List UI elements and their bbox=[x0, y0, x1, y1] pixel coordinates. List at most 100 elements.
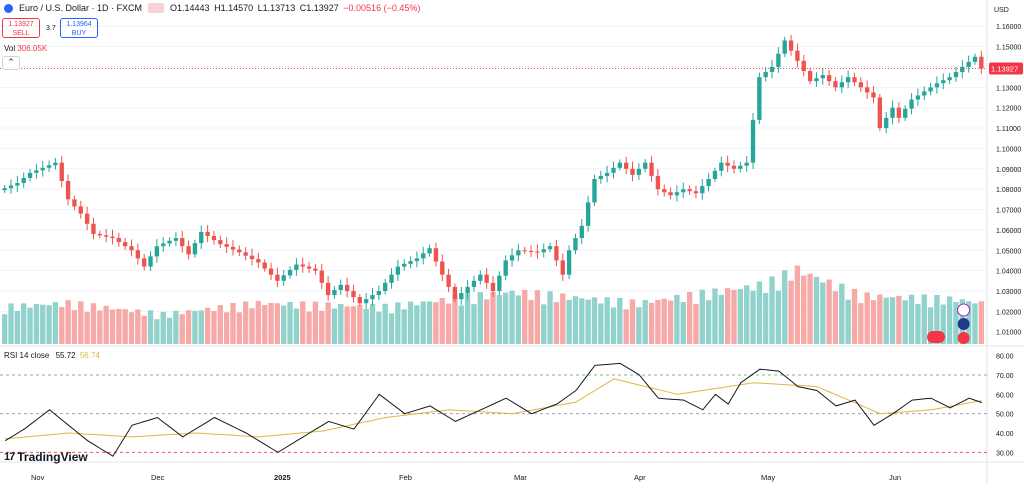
close-value: C1.13927 bbox=[299, 3, 339, 13]
open-value: O1.14443 bbox=[170, 3, 210, 13]
candle-body bbox=[91, 223, 96, 234]
economic-event-flag-icon[interactable] bbox=[927, 331, 945, 343]
volume-bar bbox=[560, 293, 566, 344]
volume-bar bbox=[598, 303, 604, 344]
volume-bar bbox=[312, 301, 319, 344]
price-tick-label: 1.15000 bbox=[996, 45, 1021, 52]
candle-body bbox=[681, 189, 686, 193]
volume-bar bbox=[331, 308, 338, 344]
volume-bar bbox=[236, 312, 242, 344]
candle-body bbox=[845, 77, 851, 83]
candle-body bbox=[979, 56, 984, 69]
volume-bar bbox=[769, 276, 775, 344]
volume-bar bbox=[414, 305, 420, 344]
candle-body bbox=[865, 87, 870, 93]
price-tick-label: 1.03000 bbox=[996, 289, 1021, 296]
volume-bar bbox=[883, 297, 889, 344]
candle-body bbox=[655, 175, 661, 190]
candle-body bbox=[129, 246, 134, 251]
volume-bar bbox=[192, 310, 198, 344]
volume-bar bbox=[116, 308, 122, 344]
candle-body bbox=[839, 82, 844, 88]
flag-event-icon bbox=[957, 332, 970, 344]
volume-bar bbox=[325, 302, 331, 344]
volume-bar bbox=[198, 310, 204, 344]
volume-bar bbox=[775, 290, 782, 344]
volume-bar bbox=[439, 298, 445, 344]
price-tick-label: 1.06000 bbox=[996, 228, 1021, 235]
candle-body bbox=[960, 66, 965, 73]
volume-bar bbox=[179, 314, 185, 344]
candle-body bbox=[199, 231, 204, 244]
sell-button[interactable]: 1.13927 SELL bbox=[2, 18, 40, 38]
candle-body bbox=[884, 117, 889, 129]
candle-body bbox=[15, 183, 20, 186]
volume-bar bbox=[553, 302, 560, 344]
volume-bar bbox=[401, 309, 407, 344]
volume-bar bbox=[801, 275, 807, 344]
candle-body bbox=[440, 261, 445, 275]
volume-bar bbox=[122, 309, 128, 344]
volume-bar bbox=[27, 307, 33, 344]
volume-bar bbox=[173, 310, 179, 344]
volume-bar bbox=[420, 301, 426, 344]
dividend-event-icon bbox=[957, 318, 970, 330]
volume-bar bbox=[78, 301, 84, 344]
candle-body bbox=[903, 108, 908, 118]
candle-body bbox=[433, 248, 439, 262]
volume-bar bbox=[458, 305, 464, 344]
rsi-line bbox=[4, 362, 982, 457]
volume-bar bbox=[84, 311, 90, 344]
volume-bar bbox=[395, 302, 401, 344]
candle-body bbox=[230, 246, 236, 250]
rsi-tick-label: 60.00 bbox=[996, 392, 1014, 399]
volume-bar bbox=[522, 289, 528, 344]
rsi-label: RSI 14 close bbox=[4, 351, 50, 360]
volume-bar bbox=[135, 309, 141, 344]
volume-bar bbox=[141, 315, 147, 344]
candle-body bbox=[877, 97, 883, 129]
volume-bar bbox=[940, 304, 946, 344]
volume-bar bbox=[851, 288, 858, 344]
candle-body bbox=[65, 181, 71, 200]
candle-body bbox=[97, 233, 102, 236]
volume-bar bbox=[832, 291, 839, 344]
candle-body bbox=[592, 178, 597, 203]
candle-body bbox=[598, 175, 603, 179]
candle-body bbox=[224, 244, 229, 247]
volume-bar bbox=[369, 304, 376, 344]
volume-bar bbox=[826, 279, 832, 344]
volume-bar bbox=[350, 306, 357, 344]
volume-bar bbox=[921, 294, 927, 344]
candle-body bbox=[896, 107, 902, 118]
candle-body bbox=[237, 249, 242, 253]
volume-bar bbox=[648, 302, 655, 344]
candle-body bbox=[915, 95, 921, 100]
volume-bar bbox=[934, 295, 940, 344]
price-tick-label: 1.07000 bbox=[996, 208, 1021, 215]
volume-legend: Vol 306.05K bbox=[4, 44, 47, 53]
candle-body bbox=[522, 250, 527, 252]
volume-bar bbox=[97, 310, 103, 344]
volume-bar bbox=[978, 301, 984, 344]
change-value: −0.00516 (−0.45%) bbox=[343, 3, 421, 13]
candle-body bbox=[376, 291, 382, 296]
collapse-legend-button[interactable]: ⌃ bbox=[2, 56, 20, 70]
volume-bar bbox=[667, 300, 674, 344]
volume-bar bbox=[870, 300, 877, 344]
candle-body bbox=[249, 255, 255, 260]
tradingview-logo[interactable]: 17 TradingView bbox=[4, 450, 88, 464]
volume-bar bbox=[223, 312, 230, 344]
symbol-title[interactable]: Euro / U.S. Dollar · 1D · FXCM bbox=[19, 3, 143, 13]
volume-bar bbox=[744, 285, 750, 344]
candle-body bbox=[509, 255, 515, 261]
candle-body bbox=[325, 282, 331, 296]
buy-button[interactable]: 1.13964 BUY bbox=[60, 18, 98, 38]
volume-bar bbox=[509, 290, 515, 344]
volume-bar bbox=[8, 303, 14, 344]
volume-bar bbox=[344, 306, 350, 344]
volume-bar bbox=[915, 303, 921, 344]
candle-body bbox=[300, 264, 305, 267]
candle-body bbox=[585, 202, 591, 226]
